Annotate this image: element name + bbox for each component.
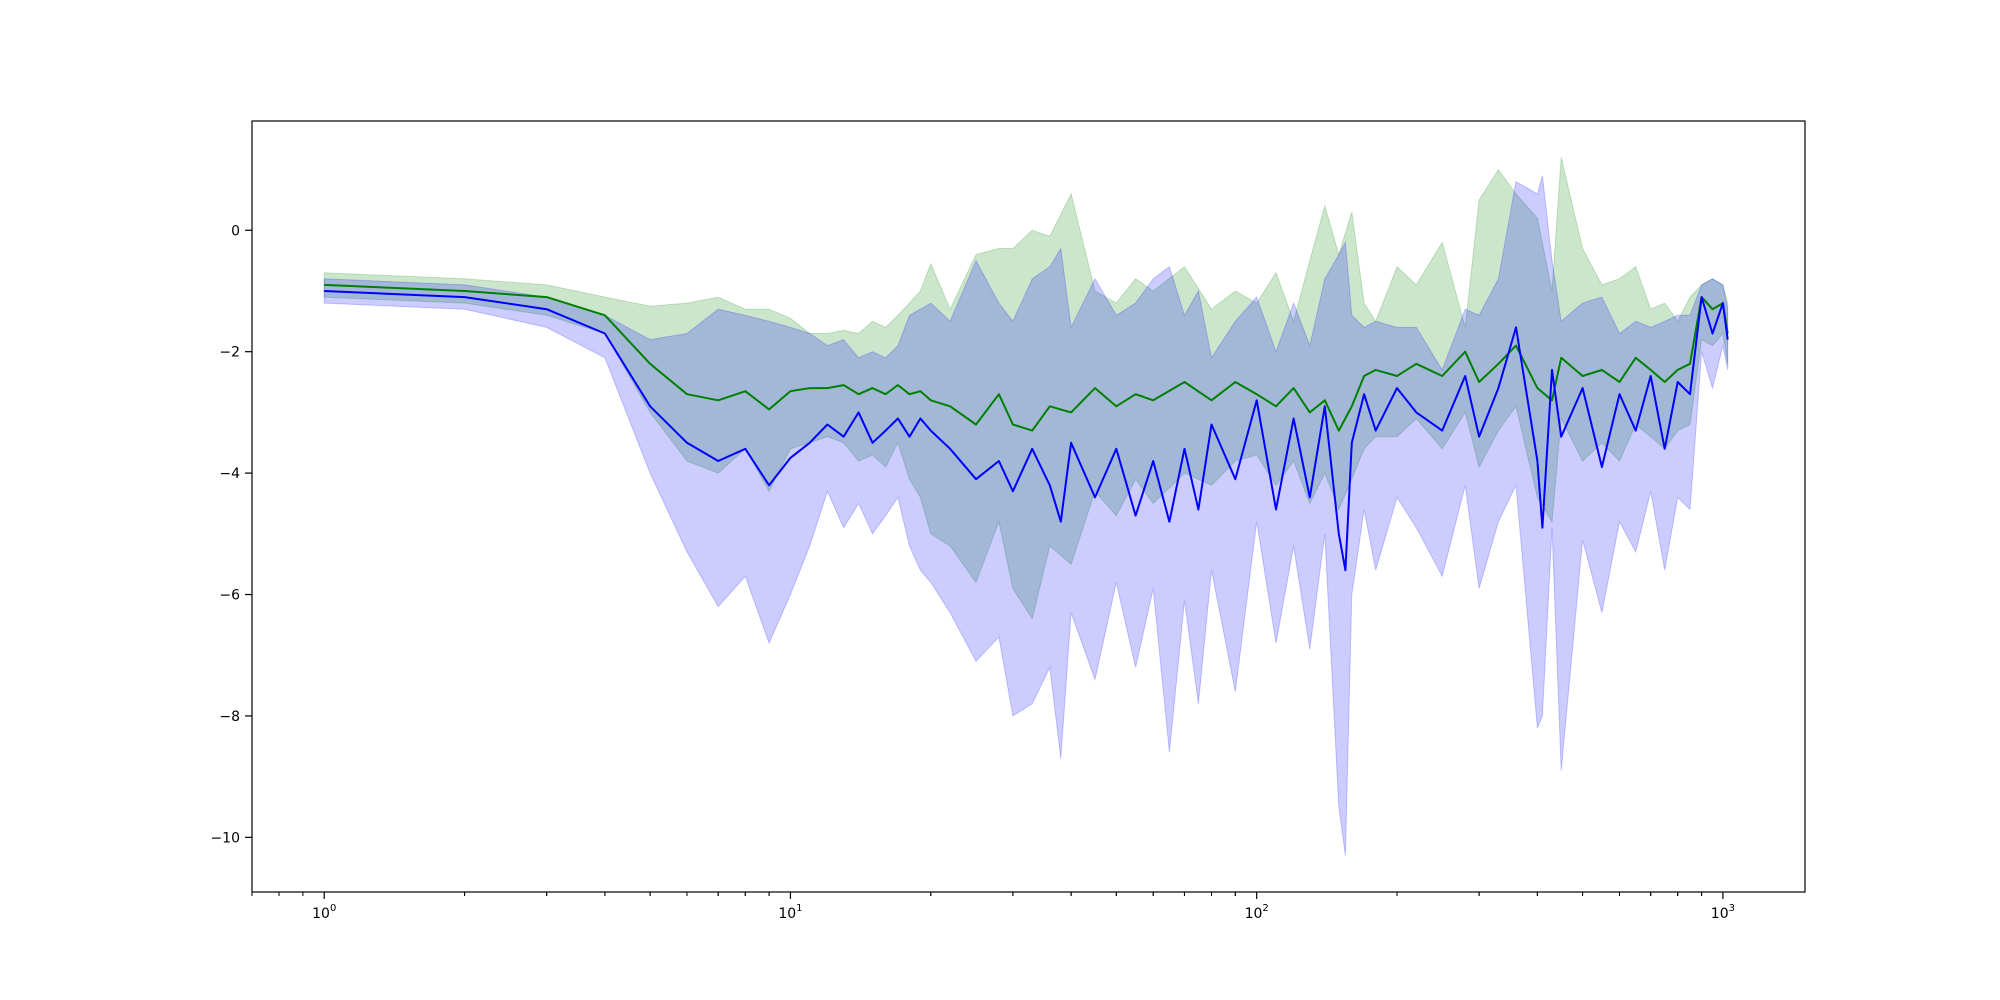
series-1-band [323,175,1729,856]
series-1-line [324,290,1729,572]
plot-area [323,157,1729,856]
x-tick-label: 101 [778,903,802,922]
x-tick-label: 102 [1245,903,1269,922]
y-tick-label: −6 [219,588,240,604]
y-axis: 0 −2 −4 −6 −8 −10 [210,223,252,846]
series-0-line [324,283,1729,432]
plot-frame [251,120,1806,893]
x-axis: 100 101 102 103 [251,892,1735,922]
series-0-band [323,157,1729,621]
y-tick-label: −8 [219,709,240,725]
y-tick-label: −2 [219,345,240,361]
x-tick-label: 100 [312,903,336,922]
y-tick-label: −10 [210,830,240,846]
x-tick-label: 103 [1711,903,1735,922]
y-tick-label: 0 [231,223,240,239]
y-tick-label: −4 [219,466,240,482]
series-layer [323,157,1729,856]
